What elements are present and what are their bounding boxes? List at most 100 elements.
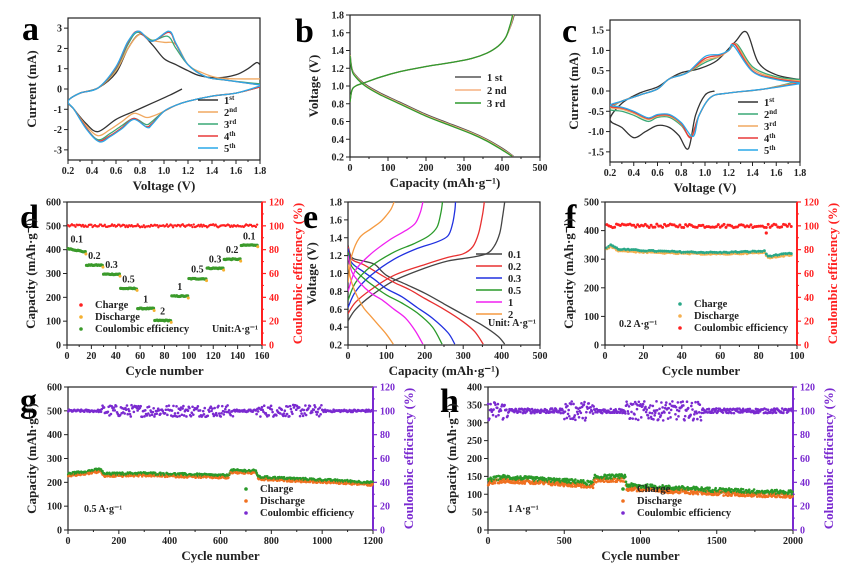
ce-point [192,223,195,226]
legend-marker [621,487,625,491]
panel-label: d [20,199,39,236]
y-tick-label: 150 [467,472,482,483]
ce-point [576,412,580,416]
y-tick-label: -0.5 [588,107,604,118]
ce-point [630,410,633,414]
ce-point [189,414,193,418]
y-tick-label: 1.4 [332,46,345,57]
y-tick-label: 0 [57,526,62,537]
ce-point [114,404,118,408]
ce-point [148,414,152,417]
ce-point [190,224,193,227]
legend-marker [621,499,625,503]
x-tick-label: 400 [494,351,509,362]
ce-point [649,404,652,407]
ce-point [167,404,171,407]
ce-point [124,408,128,412]
legend-label-main: 2 [764,110,769,121]
ce-point [214,223,217,226]
ce-point [164,408,168,412]
legend-label: 5th [764,144,776,157]
ce-point [259,415,262,418]
x-tick-label: 1.2 [182,166,195,177]
ce-point [150,413,154,417]
ce-point [86,225,89,228]
ce-point [151,410,155,414]
ce-point [224,407,227,411]
ce-point [171,226,175,229]
ce-point [675,417,678,421]
legend-label-main: 5 [764,146,769,157]
y-tick-label: 0.6 [332,117,345,128]
ce-point [219,415,223,418]
right-y-tick-label: 20 [380,502,390,513]
ce-point [371,409,374,413]
x-tick-label: 100 [790,351,805,362]
ce-point [661,225,665,229]
legend-label-main: 4 [764,134,770,145]
legend-label: 0.3 [508,274,521,285]
data-points [605,222,793,260]
legend-label: 3 rd [487,99,506,110]
ce-point [645,408,649,411]
ce-point [125,404,129,407]
charge-point [624,480,628,484]
ce-point [637,400,641,404]
ce-point [566,404,569,408]
ce-point [766,222,770,226]
y-tick-label: 0 [477,526,482,537]
ce-point [780,407,784,410]
ce-point [696,417,699,421]
discharge-point [726,494,730,498]
legend-label-sup: th [229,130,235,138]
ce-point [317,414,321,418]
ce-point [148,225,152,228]
ce-point [255,223,259,226]
y-tick-label: 1.6 [330,215,343,226]
charge-curve-0.1 [348,202,506,322]
ce-point [663,222,667,226]
ce-point [695,411,699,415]
right-y-tick-label: 100 [380,406,395,417]
charge-point [631,485,635,488]
charge-point [714,486,717,490]
ce-point [292,406,296,409]
ce-point [714,407,718,410]
ce-point [632,402,635,406]
ce-point [214,411,218,415]
charge-point [255,471,258,475]
ce-point [563,417,566,421]
y-tick-label: 100 [467,490,482,501]
panel-a: a0.2 0.4 0.6 0.8 1.0 1.2 1.4 1.6 1.8-3-2-10123Vo… [22,11,266,193]
discharge-point [547,482,550,486]
right-y-tick-label: 60 [269,269,279,280]
ce-point [170,409,174,412]
charge-point [371,480,374,484]
y-axis-label: Capacity (mAh·g⁻¹) [23,218,38,329]
ce-point [220,404,224,408]
y-axis-label: Voltage (V) [304,242,319,305]
y-tick-label: 0.5 [592,66,605,77]
ce-point [663,411,666,414]
y-tick-label: 1.8 [332,11,345,22]
ce-point [283,409,287,413]
x-tick-label: 160 [255,351,270,362]
discharge-point [791,495,794,498]
x-tick-label: 0.2 [62,166,75,177]
y-tick-label: 300 [46,269,61,280]
charge-point [791,490,794,494]
y-tick-label: 3 [57,24,62,35]
y-tick-label: 0.4 [332,135,345,146]
ce-point [302,408,306,412]
ce-point [489,402,492,406]
ce-point [589,405,592,409]
charge-point [195,472,199,475]
ce-point [664,403,667,407]
ce-point [676,225,680,229]
right-y-tick-label: 20 [800,502,810,513]
ce-point [312,408,316,412]
ce-point [671,400,674,403]
panel-label: f [565,199,577,236]
panel-label: a [22,11,39,48]
panel-h: h0 500 1000 1500 200005010015020025030035040… [440,383,836,564]
